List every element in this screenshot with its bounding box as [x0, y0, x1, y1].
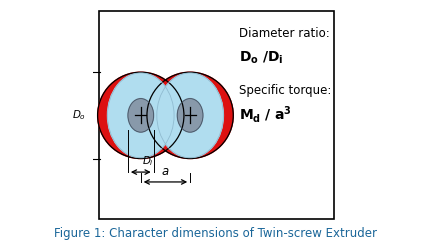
Text: $D_o$: $D_o$ [72, 108, 86, 122]
Text: $a$: $a$ [161, 165, 170, 178]
Ellipse shape [177, 99, 203, 132]
Circle shape [147, 72, 233, 158]
Text: $\mathbf{M_d\ /\ a^3}$: $\mathbf{M_d\ /\ a^3}$ [239, 104, 292, 125]
Text: Diameter ratio:: Diameter ratio: [239, 28, 330, 40]
Text: Specific torque:: Specific torque: [239, 84, 332, 97]
Text: $D_i$: $D_i$ [142, 154, 154, 168]
Ellipse shape [157, 73, 223, 158]
Circle shape [98, 72, 184, 158]
Ellipse shape [108, 73, 174, 158]
Polygon shape [157, 87, 174, 144]
Ellipse shape [128, 99, 154, 132]
Text: Figure 1: Character dimensions of Twin-screw Extruder: Figure 1: Character dimensions of Twin-s… [54, 227, 378, 240]
Text: $\mathbf{D_o\ /D_i}$: $\mathbf{D_o\ /D_i}$ [239, 49, 284, 66]
Bar [99, 11, 334, 219]
